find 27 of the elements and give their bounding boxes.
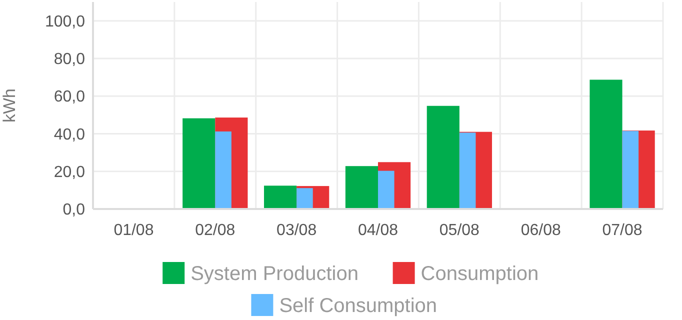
y-tick-label: 60,0 [54, 88, 86, 106]
bar [590, 80, 622, 209]
bar [264, 186, 297, 209]
y-tick-label: 20,0 [54, 164, 86, 181]
x-tick-label: 02/08 [195, 222, 236, 239]
y-tick-label: 0,0 [62, 202, 86, 219]
x-tick-label: 03/08 [276, 222, 317, 239]
y-axis-title: kWh [0, 88, 19, 122]
y-tick-label: 100,0 [44, 13, 86, 30]
bar [182, 118, 216, 209]
bar [459, 132, 476, 209]
bar [296, 188, 313, 209]
x-tick-label: 05/08 [439, 222, 480, 239]
bar [426, 106, 460, 209]
x-tick-label: 06/08 [520, 222, 561, 239]
legend-label: Consumption [420, 263, 539, 285]
y-tick-label: 40,0 [54, 126, 86, 144]
legend-label: Self Consumption [279, 295, 438, 317]
x-tick-label: 04/08 [358, 222, 398, 239]
bar [378, 170, 394, 209]
y-tick-label: 80,0 [54, 51, 86, 68]
legend-label: System Production [190, 263, 358, 285]
bar [345, 166, 378, 209]
x-tick-label: 01/08 [114, 222, 154, 239]
bar [622, 130, 639, 209]
x-tick-label: 07/08 [602, 222, 642, 239]
bar [215, 131, 232, 209]
